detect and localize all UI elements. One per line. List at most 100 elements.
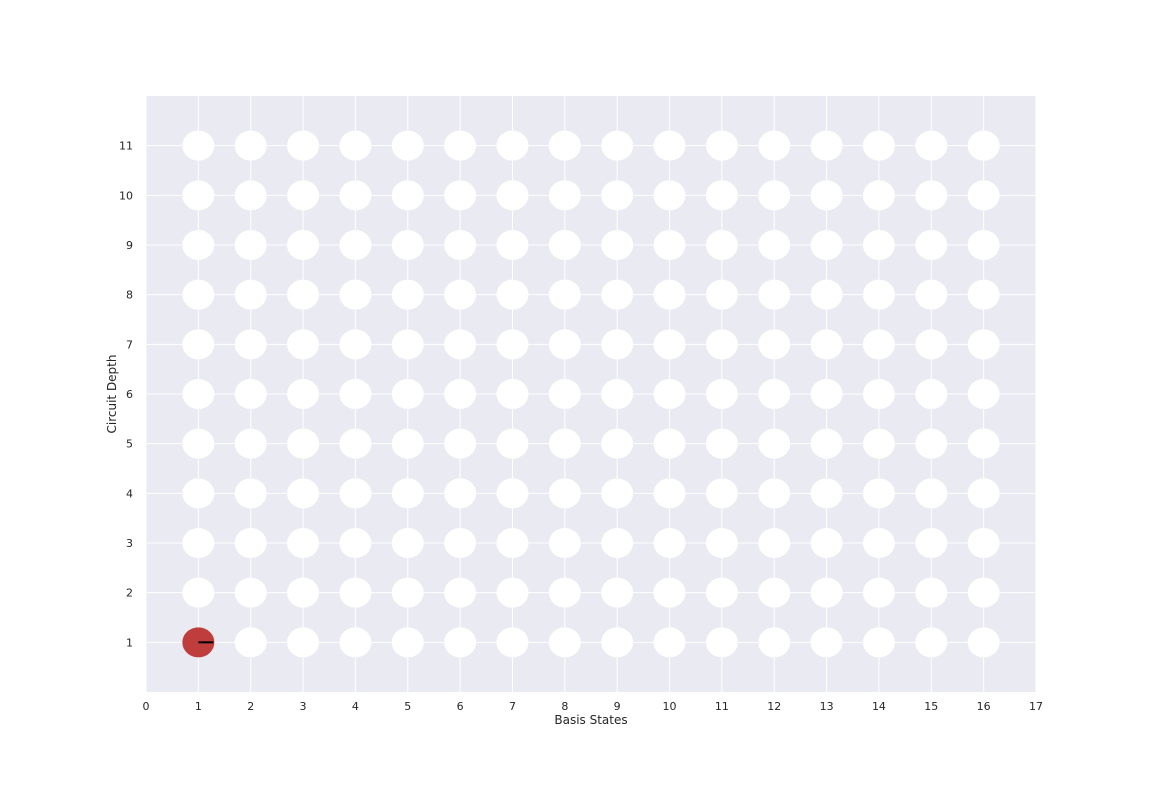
y-tick-labels: 1 2 3 4 5 6 7 8 9 10 11 bbox=[119, 140, 133, 650]
state-marker bbox=[444, 379, 477, 409]
state-marker bbox=[653, 230, 686, 260]
state-marker bbox=[444, 329, 477, 360]
x-tick-label: 8 bbox=[561, 700, 568, 713]
state-marker bbox=[182, 279, 215, 310]
state-marker bbox=[496, 428, 529, 459]
y-tick-label: 5 bbox=[126, 438, 133, 451]
state-marker bbox=[391, 230, 424, 260]
state-marker bbox=[391, 279, 424, 310]
state-marker bbox=[234, 329, 267, 360]
state-marker bbox=[653, 528, 686, 558]
state-marker bbox=[967, 279, 1000, 310]
state-marker bbox=[601, 230, 634, 260]
state-marker bbox=[915, 180, 948, 211]
state-marker bbox=[705, 230, 738, 260]
state-marker bbox=[758, 379, 791, 409]
x-tick-label: 1 bbox=[195, 700, 202, 713]
state-marker bbox=[287, 230, 320, 260]
state-marker bbox=[915, 428, 948, 459]
state-marker bbox=[967, 329, 1000, 360]
state-marker bbox=[810, 627, 843, 658]
state-marker bbox=[234, 279, 267, 310]
state-marker bbox=[287, 279, 320, 310]
state-marker bbox=[444, 478, 477, 509]
state-marker bbox=[496, 130, 529, 161]
state-marker bbox=[705, 279, 738, 310]
state-marker bbox=[287, 180, 320, 211]
state-marker bbox=[915, 577, 948, 608]
x-tick-label: 5 bbox=[404, 700, 411, 713]
state-marker bbox=[548, 279, 581, 310]
y-tick-label: 8 bbox=[126, 289, 133, 302]
state-marker bbox=[444, 577, 477, 608]
y-tick-label: 2 bbox=[126, 587, 133, 600]
state-marker bbox=[862, 130, 895, 161]
state-marker bbox=[496, 230, 529, 260]
state-marker bbox=[810, 478, 843, 509]
state-marker bbox=[967, 528, 1000, 558]
state-marker bbox=[810, 130, 843, 161]
state-marker bbox=[287, 329, 320, 360]
state-marker bbox=[862, 329, 895, 360]
state-marker bbox=[810, 279, 843, 310]
state-marker bbox=[862, 379, 895, 409]
state-marker bbox=[444, 230, 477, 260]
state-marker bbox=[444, 130, 477, 161]
y-tick-label: 1 bbox=[126, 636, 133, 649]
state-marker bbox=[234, 230, 267, 260]
y-tick-label: 6 bbox=[126, 388, 133, 401]
state-marker bbox=[548, 528, 581, 558]
x-tick-label: 7 bbox=[509, 700, 516, 713]
state-marker bbox=[339, 180, 372, 211]
state-marker bbox=[444, 627, 477, 658]
state-marker bbox=[391, 528, 424, 558]
state-marker bbox=[391, 428, 424, 459]
state-marker bbox=[339, 329, 372, 360]
state-marker bbox=[705, 528, 738, 558]
x-tick-label: 4 bbox=[352, 700, 359, 713]
state-marker bbox=[967, 379, 1000, 409]
state-marker bbox=[653, 279, 686, 310]
state-marker bbox=[653, 329, 686, 360]
state-marker bbox=[339, 230, 372, 260]
state-marker bbox=[915, 478, 948, 509]
state-marker bbox=[705, 577, 738, 608]
state-marker bbox=[758, 627, 791, 658]
state-marker bbox=[182, 577, 215, 608]
state-marker bbox=[915, 130, 948, 161]
state-marker bbox=[705, 627, 738, 658]
state-marker bbox=[810, 230, 843, 260]
state-marker bbox=[234, 478, 267, 509]
state-marker bbox=[967, 180, 1000, 211]
state-marker bbox=[391, 379, 424, 409]
state-marker bbox=[967, 577, 1000, 608]
state-marker bbox=[705, 130, 738, 161]
state-marker bbox=[234, 130, 267, 161]
state-marker bbox=[548, 428, 581, 459]
state-marker bbox=[601, 180, 634, 211]
state-marker bbox=[548, 379, 581, 409]
state-marker bbox=[496, 528, 529, 558]
state-marker bbox=[601, 279, 634, 310]
state-marker bbox=[496, 627, 529, 658]
state-marker bbox=[234, 627, 267, 658]
state-marker bbox=[182, 428, 215, 459]
state-marker bbox=[548, 130, 581, 161]
state-marker bbox=[182, 180, 215, 211]
state-marker bbox=[653, 627, 686, 658]
x-tick-label: 6 bbox=[457, 700, 464, 713]
state-marker bbox=[339, 130, 372, 161]
state-marker bbox=[444, 528, 477, 558]
state-marker bbox=[758, 528, 791, 558]
state-marker bbox=[601, 329, 634, 360]
state-marker bbox=[234, 180, 267, 211]
state-marker bbox=[391, 130, 424, 161]
state-marker bbox=[758, 577, 791, 608]
state-marker bbox=[967, 627, 1000, 658]
state-marker bbox=[915, 329, 948, 360]
x-tick-label: 16 bbox=[977, 700, 991, 713]
x-tick-label: 11 bbox=[715, 700, 729, 713]
state-marker bbox=[234, 577, 267, 608]
state-marker bbox=[705, 428, 738, 459]
state-marker bbox=[653, 130, 686, 161]
